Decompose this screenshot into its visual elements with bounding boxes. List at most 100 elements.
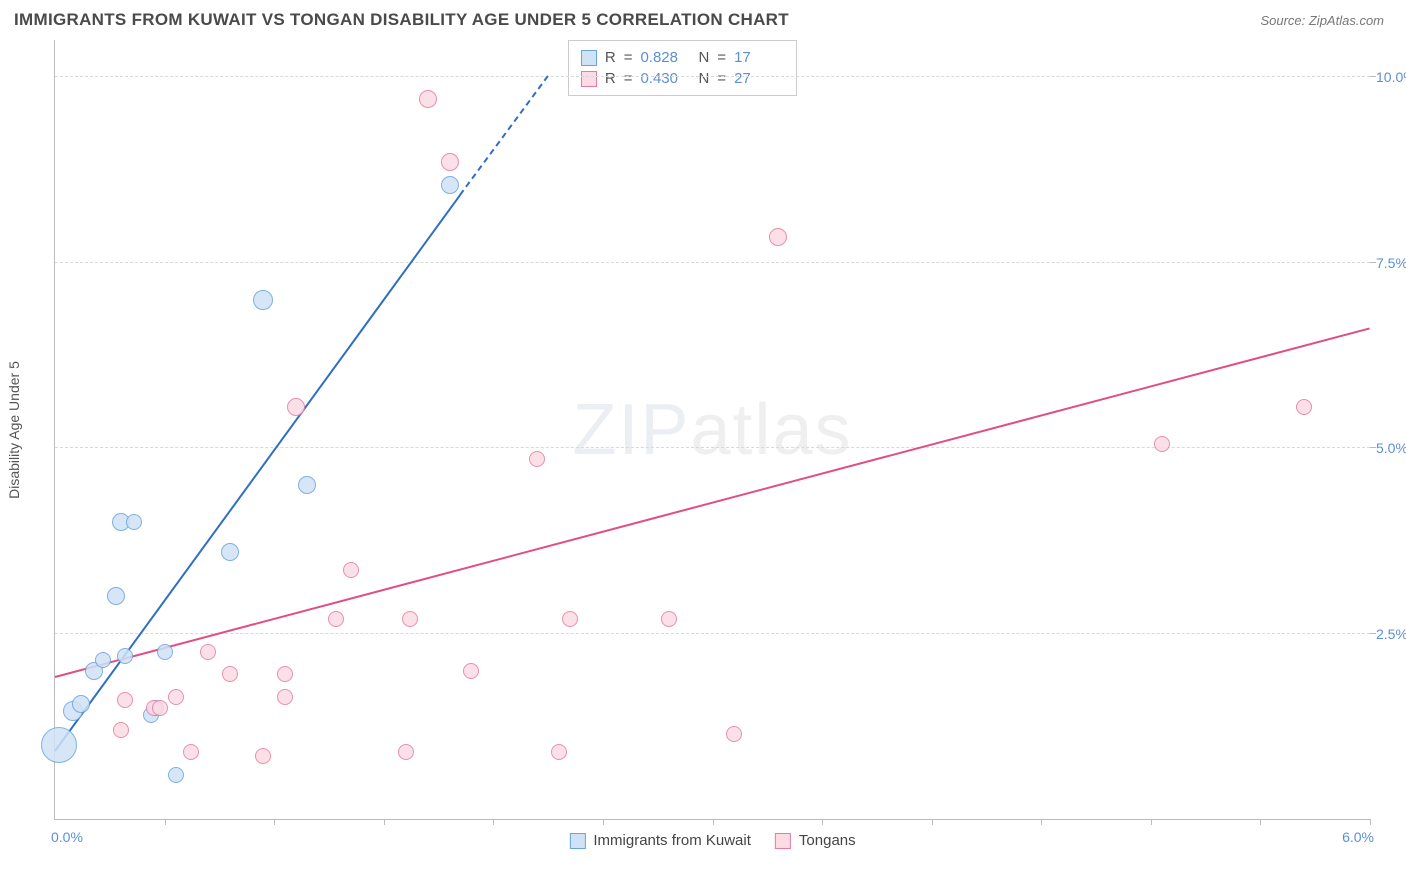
stat-r-tongans: 0.430 xyxy=(640,70,690,87)
data-point-kuwait xyxy=(168,767,184,783)
x-tick-mark xyxy=(165,819,166,825)
data-point-kuwait xyxy=(253,290,273,310)
data-point-tongans xyxy=(769,228,787,246)
x-tick-mark xyxy=(1370,819,1371,825)
data-point-tongans xyxy=(551,744,567,760)
data-point-tongans xyxy=(222,666,238,682)
y-tick-label: 2.5% xyxy=(1376,626,1406,642)
y-tick-mark xyxy=(1370,447,1376,448)
stat-eq: = xyxy=(717,70,726,87)
trend-line-dashed xyxy=(460,76,549,196)
data-point-tongans xyxy=(419,90,437,108)
data-point-tongans xyxy=(398,744,414,760)
stat-eq: = xyxy=(624,70,633,87)
legend-item-kuwait: Immigrants from Kuwait xyxy=(569,832,751,849)
data-point-kuwait xyxy=(107,587,125,605)
data-point-kuwait xyxy=(95,652,111,668)
data-point-tongans xyxy=(328,611,344,627)
data-point-tongans xyxy=(277,666,293,682)
stat-n-kuwait: 17 xyxy=(734,49,784,66)
source-label: Source: ZipAtlas.com xyxy=(1260,13,1384,28)
stat-eq: = xyxy=(717,49,726,66)
data-point-tongans xyxy=(255,748,271,764)
x-max-label: 6.0% xyxy=(1342,829,1374,845)
data-point-tongans xyxy=(152,700,168,716)
data-point-tongans xyxy=(529,451,545,467)
y-tick-mark xyxy=(1370,633,1376,634)
stat-n-tongans: 27 xyxy=(734,70,784,87)
data-point-kuwait xyxy=(221,543,239,561)
legend-swatch-kuwait xyxy=(569,833,585,849)
data-point-tongans xyxy=(183,744,199,760)
data-point-kuwait xyxy=(72,695,90,713)
y-axis-label: Disability Age Under 5 xyxy=(6,361,22,499)
data-point-tongans xyxy=(343,562,359,578)
x-tick-mark xyxy=(493,819,494,825)
data-point-tongans xyxy=(463,663,479,679)
x-tick-mark xyxy=(1041,819,1042,825)
data-point-tongans xyxy=(277,689,293,705)
watermark: ZIPatlas xyxy=(572,389,852,471)
watermark-bold: ZIP xyxy=(572,390,690,470)
swatch-kuwait xyxy=(581,50,597,66)
data-point-kuwait xyxy=(157,644,173,660)
y-tick-mark xyxy=(1370,262,1376,263)
data-point-tongans xyxy=(168,689,184,705)
gridline-horizontal xyxy=(55,633,1370,634)
data-point-kuwait xyxy=(441,176,459,194)
gridline-horizontal xyxy=(55,447,1370,448)
data-point-tongans xyxy=(1154,436,1170,452)
x-tick-mark xyxy=(1151,819,1152,825)
data-point-tongans xyxy=(287,398,305,416)
stat-r-label: R xyxy=(605,49,616,66)
legend-label-tongans: Tongans xyxy=(799,832,856,849)
data-point-tongans xyxy=(661,611,677,627)
plot-container: Disability Age Under 5 ZIPatlas R = 0.82… xyxy=(54,40,1370,820)
stat-n-label: N xyxy=(698,70,709,87)
watermark-thin: atlas xyxy=(690,390,852,470)
x-tick-mark xyxy=(1260,819,1261,825)
legend-swatch-tongans xyxy=(775,833,791,849)
trend-line xyxy=(55,327,1371,678)
trend-line xyxy=(54,194,461,752)
swatch-tongans xyxy=(581,71,597,87)
data-point-tongans xyxy=(441,153,459,171)
stat-n-label: N xyxy=(698,49,709,66)
data-point-tongans xyxy=(117,692,133,708)
chart-title: IMMIGRANTS FROM KUWAIT VS TONGAN DISABIL… xyxy=(14,10,789,30)
data-point-kuwait xyxy=(41,727,77,763)
x-tick-mark xyxy=(713,819,714,825)
x-tick-mark xyxy=(932,819,933,825)
data-point-tongans xyxy=(402,611,418,627)
x-origin-label: 0.0% xyxy=(51,829,83,845)
correlation-stats-box: R = 0.828 N = 17 R = 0.430 N = 27 xyxy=(568,40,797,96)
y-tick-mark xyxy=(1370,76,1376,77)
x-tick-mark xyxy=(274,819,275,825)
stats-row-kuwait: R = 0.828 N = 17 xyxy=(581,47,784,68)
data-point-kuwait xyxy=(117,648,133,664)
legend-item-tongans: Tongans xyxy=(775,832,856,849)
data-point-tongans xyxy=(562,611,578,627)
legend-label-kuwait: Immigrants from Kuwait xyxy=(593,832,751,849)
data-point-tongans xyxy=(726,726,742,742)
gridline-horizontal xyxy=(55,76,1370,77)
stat-eq: = xyxy=(624,49,633,66)
legend: Immigrants from Kuwait Tongans xyxy=(569,832,855,849)
data-point-tongans xyxy=(113,722,129,738)
x-tick-mark xyxy=(822,819,823,825)
header-row: IMMIGRANTS FROM KUWAIT VS TONGAN DISABIL… xyxy=(0,0,1406,34)
y-tick-label: 5.0% xyxy=(1376,440,1406,456)
y-tick-label: 7.5% xyxy=(1376,255,1406,271)
gridline-horizontal xyxy=(55,262,1370,263)
plot-area: ZIPatlas R = 0.828 N = 17 R = 0.430 N = … xyxy=(54,40,1370,820)
y-tick-label: 10.0% xyxy=(1376,69,1406,85)
stat-r-kuwait: 0.828 xyxy=(640,49,690,66)
data-point-tongans xyxy=(1296,399,1312,415)
data-point-kuwait xyxy=(126,514,142,530)
x-tick-mark xyxy=(384,819,385,825)
stat-r-label: R xyxy=(605,70,616,87)
x-tick-mark xyxy=(603,819,604,825)
data-point-tongans xyxy=(200,644,216,660)
data-point-kuwait xyxy=(298,476,316,494)
stats-row-tongans: R = 0.430 N = 27 xyxy=(581,68,784,89)
